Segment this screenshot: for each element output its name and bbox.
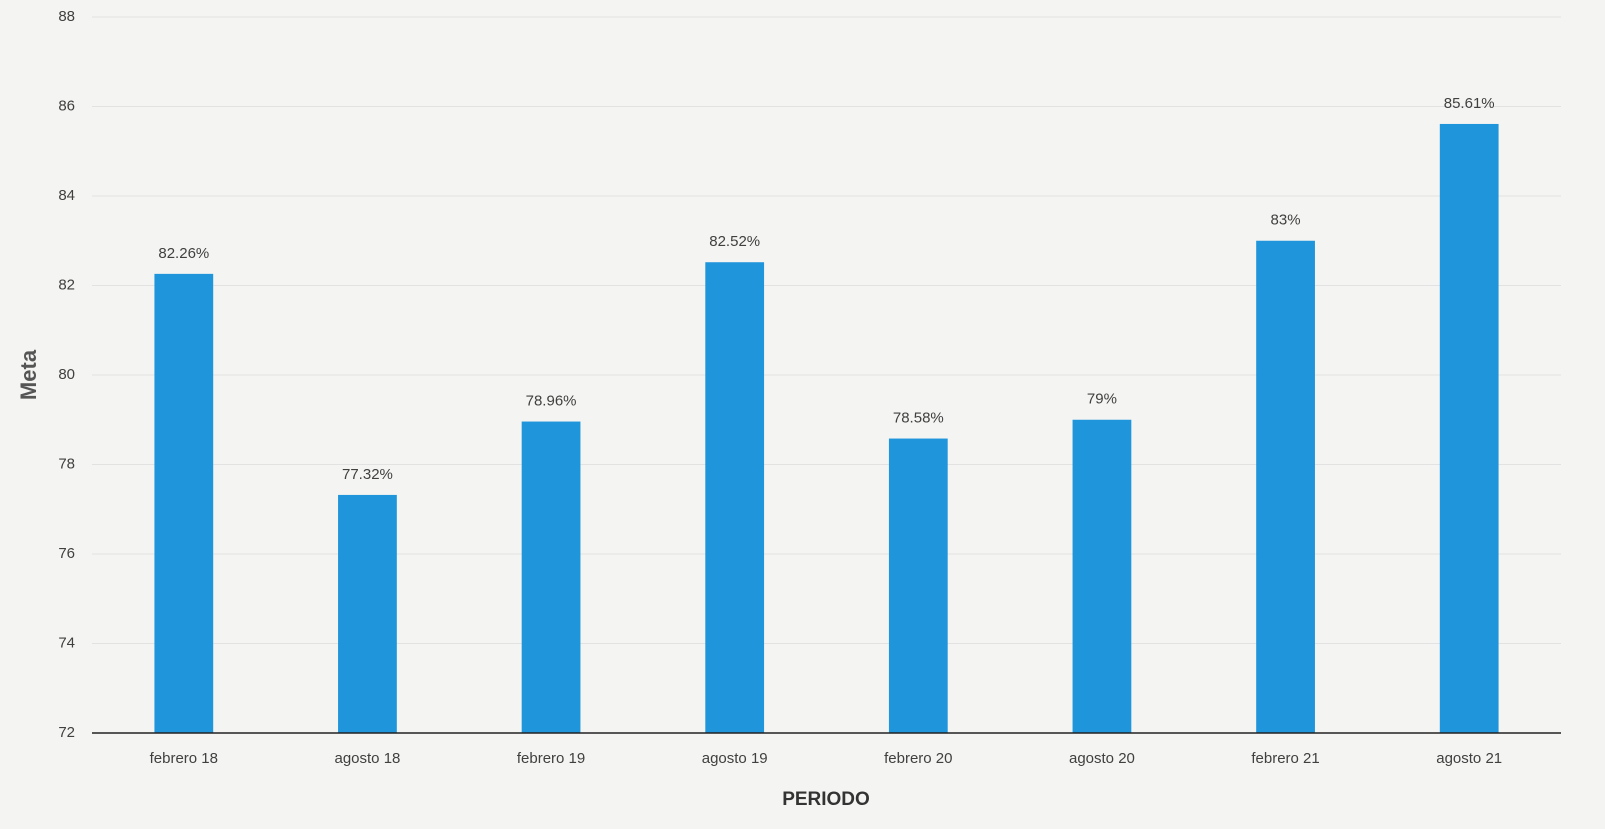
y-tick-label: 86 <box>58 97 75 114</box>
data-label: 78.96% <box>526 393 577 410</box>
y-tick-label: 76 <box>58 545 75 562</box>
x-tick-label: febrero 21 <box>1251 750 1319 767</box>
data-label: 78.58% <box>893 410 944 427</box>
x-axis-label: PERIODO <box>782 789 870 810</box>
data-label: 85.61% <box>1444 95 1495 112</box>
y-axis-label: Meta <box>16 349 41 400</box>
bar <box>154 273 214 733</box>
bar <box>338 494 397 733</box>
bar <box>1072 419 1132 733</box>
bar <box>1256 240 1315 733</box>
y-tick-label: 82 <box>58 276 75 293</box>
data-label: 79% <box>1087 391 1117 408</box>
y-tick-label: 88 <box>58 8 75 25</box>
x-tick-label: febrero 20 <box>884 750 952 767</box>
x-tick-label: agosto 21 <box>1436 750 1502 767</box>
data-label: 82.26% <box>158 245 209 262</box>
bar <box>888 438 948 733</box>
x-tick-label: agosto 19 <box>702 750 768 767</box>
x-tick-label: febrero 19 <box>517 750 585 767</box>
bar <box>521 421 581 733</box>
data-label: 77.32% <box>342 466 393 483</box>
y-tick-label: 84 <box>58 187 75 204</box>
x-tick-label: agosto 18 <box>334 750 400 767</box>
y-tick-label: 72 <box>58 724 75 741</box>
bar <box>1439 123 1499 733</box>
y-tick-label: 78 <box>58 455 75 472</box>
x-tick-label: agosto 20 <box>1069 750 1135 767</box>
y-tick-label: 80 <box>58 366 75 383</box>
data-label: 83% <box>1271 212 1301 229</box>
y-tick-label: 74 <box>58 634 75 651</box>
bar <box>705 262 765 733</box>
x-tick-label: febrero 18 <box>150 750 218 767</box>
data-label: 82.52% <box>709 233 760 250</box>
